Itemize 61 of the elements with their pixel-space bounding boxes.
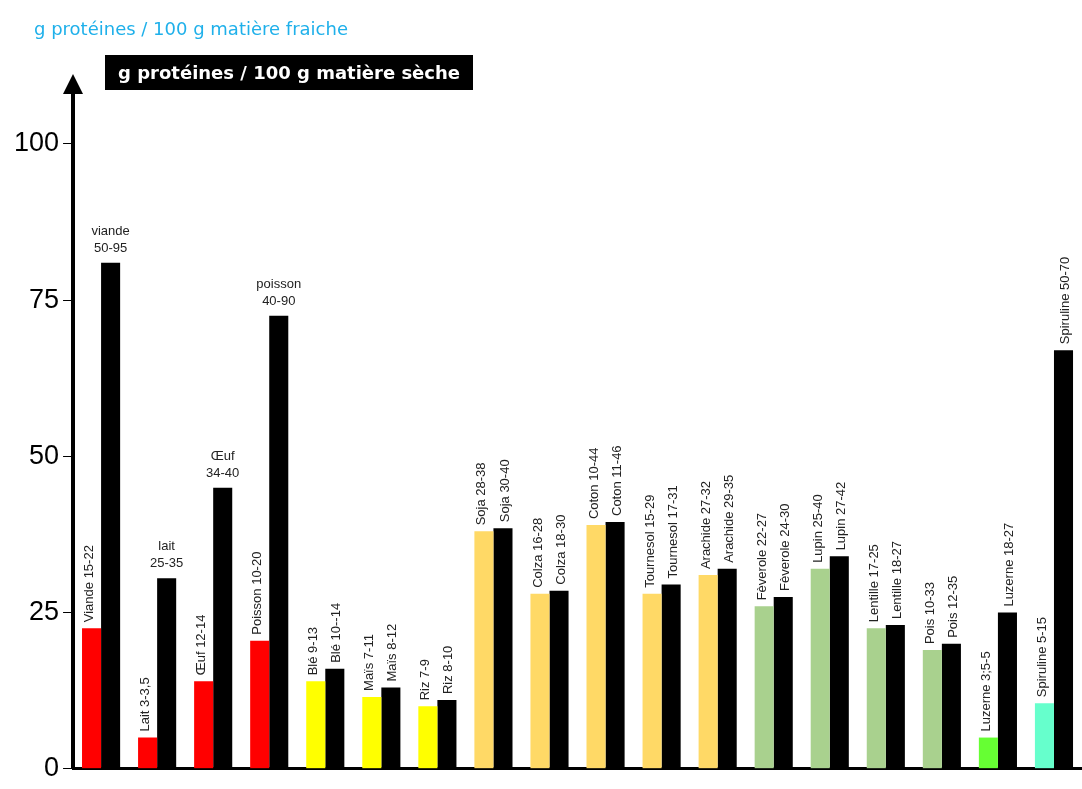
y-axis-title: g protéines / 100 g matière fraiche xyxy=(34,18,348,39)
data-label: Tournesol 17-31 xyxy=(664,485,680,579)
data-label: Riz 8-10 xyxy=(440,645,456,695)
bar xyxy=(82,628,102,769)
data-label: poisson 40-90 xyxy=(256,275,302,308)
bar xyxy=(866,628,886,769)
data-label: Lentille 17-25 xyxy=(865,544,881,623)
bar xyxy=(194,681,214,769)
bar xyxy=(306,681,326,769)
bar xyxy=(250,640,270,769)
bar xyxy=(138,737,158,769)
bar xyxy=(754,606,774,769)
data-label: Fèverole 22-27 xyxy=(753,512,769,601)
data-label: Lait 3-3,5 xyxy=(137,677,153,732)
data-label: Blé 10--14 xyxy=(328,602,344,663)
data-label: Œuf 12-14 xyxy=(193,614,209,676)
data-label: Colza 18-30 xyxy=(552,514,568,585)
data-label: Riz 7-9 xyxy=(417,659,433,701)
data-label: Maïs 7-11 xyxy=(361,634,377,691)
data-label: Spiruline 50-70 xyxy=(1057,256,1073,345)
bar xyxy=(978,737,998,769)
bar xyxy=(418,706,438,769)
data-label: Soja 30-40 xyxy=(496,459,512,523)
data-label: Colza 16-28 xyxy=(529,517,545,588)
bar xyxy=(698,575,718,769)
data-label: Maïs 8-12 xyxy=(384,623,400,682)
bar xyxy=(1034,703,1054,769)
data-label: Pois 10-33 xyxy=(921,581,937,645)
data-label: Lentille 18-27 xyxy=(888,541,904,620)
data-label: Soja 28-38 xyxy=(473,462,489,526)
data-label: Coton 11-46 xyxy=(608,445,624,516)
data-label: Spiruline 5-15 xyxy=(1034,616,1050,698)
data-label: Luzerne 3;5-5 xyxy=(977,651,993,732)
y-tick-label: 50 xyxy=(29,439,60,470)
bar xyxy=(642,593,662,769)
data-label: Blé 9-13 xyxy=(305,626,321,676)
data-label: viande 50-95 xyxy=(91,222,130,255)
bar xyxy=(530,593,550,769)
bar xyxy=(474,531,494,769)
data-label: Viande 15-22 xyxy=(81,545,97,623)
y-tick-label: 25 xyxy=(29,596,60,627)
bar xyxy=(362,696,382,769)
data-label: lait 25-35 xyxy=(150,538,184,571)
bar xyxy=(586,525,606,769)
data-label: Fèverole 24-30 xyxy=(776,503,792,591)
data-label: Lupin 25-40 xyxy=(809,494,825,563)
data-label: Tournesol 15-29 xyxy=(641,494,657,588)
y-tick-label: 75 xyxy=(29,283,60,314)
data-label: Coton 10-44 xyxy=(585,447,601,520)
bar xyxy=(810,568,830,769)
data-label: Arachide 29-35 xyxy=(720,474,736,563)
data-label: Œuf 34-40 xyxy=(206,447,240,480)
data-label: Arachide 27-32 xyxy=(697,480,713,570)
data-label: Pois 12-35 xyxy=(944,575,960,638)
bar xyxy=(922,650,942,769)
data-label: Poisson 10-20 xyxy=(249,551,265,635)
data-label: Luzerne 18-27 xyxy=(1001,522,1017,607)
legend-label: g protéines / 100 g matière sèche xyxy=(105,55,473,90)
data-label: Lupin 27-42 xyxy=(832,481,848,551)
y-tick-label: 0 xyxy=(44,752,60,783)
y-tick-label: 100 xyxy=(13,127,60,158)
